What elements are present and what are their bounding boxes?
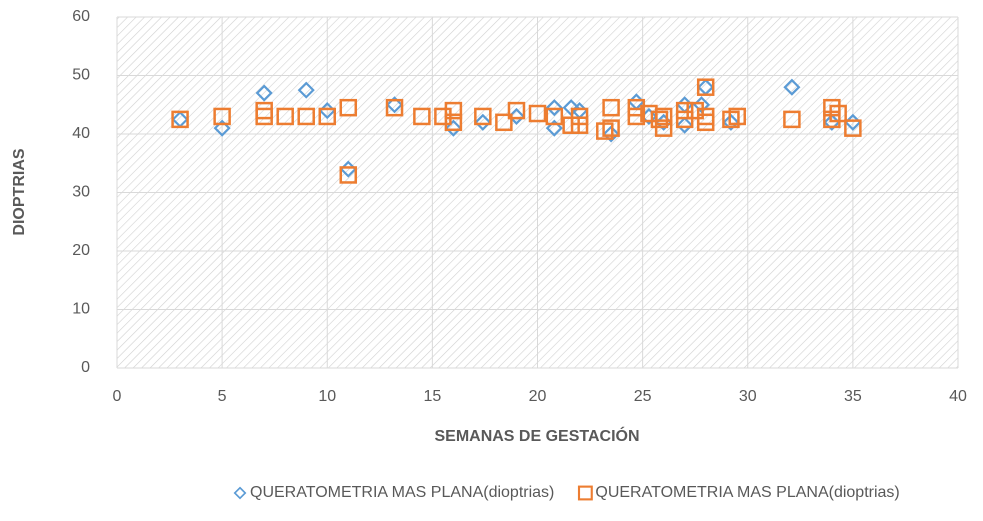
point [627,98,646,117]
point [255,107,273,126]
x-axis-title: SEMANAS DE GESTACIÓN [434,426,639,445]
x-tick-label: 5 [218,388,227,405]
point [213,119,231,137]
point [650,110,669,129]
point [339,98,358,117]
point [696,78,715,96]
point [545,119,563,137]
legend-marker [233,486,247,500]
point [339,166,358,184]
y-tick-label: 50 [72,67,90,84]
y-axis-title: DIOPTRIAS [11,148,28,235]
y-tick-label: 30 [72,184,90,201]
point [602,98,620,117]
point [474,107,492,126]
point [297,107,315,126]
point [728,107,746,126]
y-tick-label: 10 [72,301,90,318]
point [686,101,704,120]
point [255,84,273,102]
point [783,78,801,96]
point [676,116,694,134]
point [413,107,431,126]
point [495,113,513,132]
point [545,107,564,126]
point [434,107,452,126]
legend-label: QUERATOMETRIA MAS PLANA(dioptrias) [250,484,554,501]
point [602,125,620,143]
point [276,107,294,126]
point [570,116,589,134]
x-tick-label: 10 [318,388,336,405]
x-tick-label: 15 [423,388,441,405]
point [829,104,847,123]
point [474,113,492,131]
point [444,113,463,132]
legend-marker [577,485,593,501]
x-tick-label: 20 [529,388,547,405]
point [318,107,336,126]
x-tick-label: 30 [739,388,757,405]
y-tick-label: 20 [72,242,90,259]
y-tick-label: 0 [81,359,90,376]
point [545,99,563,117]
point [385,96,404,114]
x-tick-label: 0 [113,388,122,405]
point [675,110,694,129]
x-tick-label: 35 [844,388,862,405]
point [722,113,740,131]
point [654,119,673,137]
point [696,113,715,132]
point [444,119,462,137]
point [675,101,694,120]
point [570,107,589,126]
point [627,107,646,126]
point [528,104,547,123]
y-tick-label: 40 [72,125,90,142]
point [602,119,620,137]
point [783,110,801,129]
point [507,101,526,120]
point [385,98,404,117]
x-tick-label: 40 [949,388,967,405]
legend-label: QUERATOMETRIA MAS PLANA(dioptrias) [595,484,899,501]
point [844,119,862,137]
x-tick-label: 25 [634,388,652,405]
point [654,107,673,126]
point [171,110,189,129]
point [297,81,315,99]
point [444,101,463,120]
point [213,107,231,126]
y-tick-label: 60 [72,8,90,25]
